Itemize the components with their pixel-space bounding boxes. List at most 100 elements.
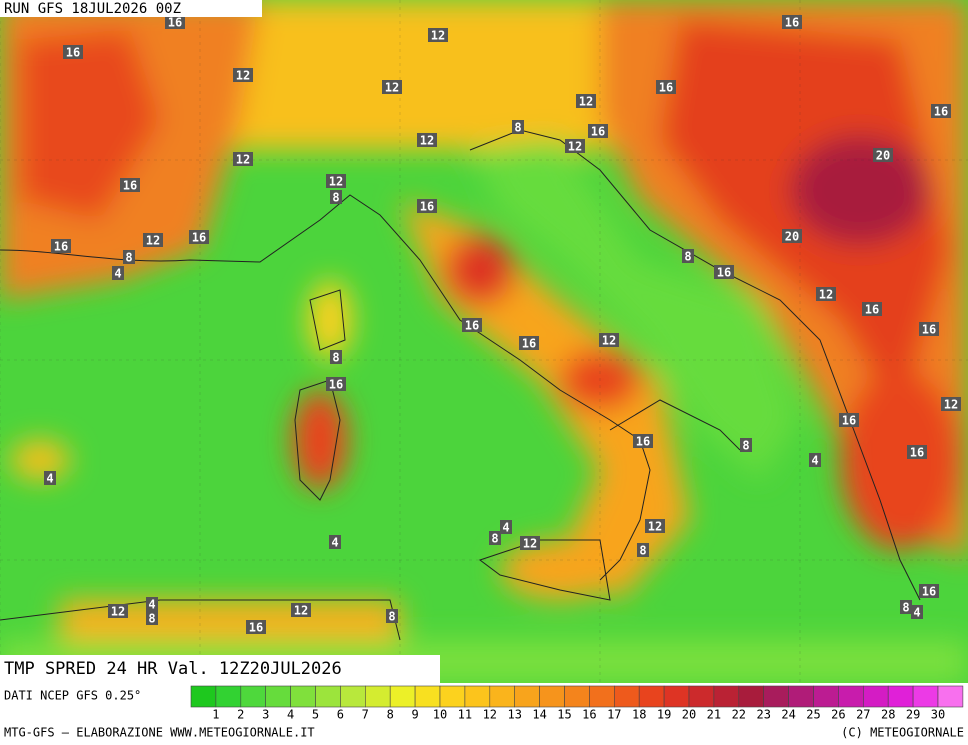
contour-label-box bbox=[919, 584, 939, 598]
contour-label: 16 bbox=[329, 378, 343, 392]
scale-swatch bbox=[862, 685, 889, 708]
scale-swatch bbox=[265, 685, 291, 708]
scale-swatch bbox=[240, 685, 267, 708]
scale-swatch bbox=[290, 685, 316, 708]
scale-swatch bbox=[663, 685, 690, 708]
contour-label: 12 bbox=[385, 81, 399, 95]
scale-label: 25 bbox=[806, 708, 820, 722]
contour-label: 8 bbox=[639, 544, 646, 558]
contour-label-box bbox=[500, 520, 512, 534]
scale-swatch bbox=[514, 685, 540, 708]
contour-label-box bbox=[637, 543, 649, 557]
scale-label: 26 bbox=[831, 708, 845, 722]
scale-swatch bbox=[190, 685, 217, 708]
contour-label: 16 bbox=[420, 200, 434, 214]
scale-label: 20 bbox=[682, 708, 696, 722]
scale-swatch bbox=[414, 685, 441, 708]
scale-label: 29 bbox=[906, 708, 920, 722]
scale-swatch bbox=[638, 685, 665, 708]
scale-swatch bbox=[315, 685, 341, 708]
contour-label: 8 bbox=[902, 601, 909, 615]
contour-label-box bbox=[462, 318, 482, 332]
contour-label: 16 bbox=[922, 323, 936, 337]
contour-label-box bbox=[326, 377, 346, 391]
scale-label: 19 bbox=[657, 708, 671, 722]
scale-swatch bbox=[738, 685, 764, 708]
contour-label: 8 bbox=[388, 610, 395, 624]
contour-label-box bbox=[146, 597, 158, 611]
contour-label-box bbox=[520, 536, 540, 550]
contour-label: 16 bbox=[168, 16, 182, 30]
scale-swatch bbox=[464, 685, 491, 708]
contour-label: 8 bbox=[125, 251, 132, 265]
scale-swatch bbox=[688, 685, 715, 708]
scale-swatch bbox=[539, 685, 565, 708]
scale-swatch bbox=[389, 685, 416, 708]
contour-label-box bbox=[714, 265, 734, 279]
contour-label: 8 bbox=[332, 351, 339, 365]
scale-swatch bbox=[364, 685, 391, 708]
contour-label: 12 bbox=[568, 140, 582, 154]
scale-swatch bbox=[564, 685, 590, 708]
contour-label: 4 bbox=[148, 598, 155, 612]
color-scale: 1 2 3 4 5 6 7 8 9 10 11 12 13 14 15 16 17 18 19 20 21 22 23 24 2… bbox=[190, 685, 964, 722]
contour-label: 16 bbox=[785, 16, 799, 30]
contour-label-box bbox=[326, 174, 346, 188]
scale-label: 14 bbox=[532, 708, 546, 722]
contour-label: 12 bbox=[420, 134, 434, 148]
contour-label: 12 bbox=[294, 604, 308, 618]
scale-swatch bbox=[489, 685, 515, 708]
contour-label-box bbox=[599, 333, 619, 347]
contour-label: 16 bbox=[123, 179, 137, 193]
scale-label: 18 bbox=[632, 708, 646, 722]
contour-label: 16 bbox=[865, 303, 879, 317]
contour-label-box bbox=[633, 434, 653, 448]
contour-label-box bbox=[740, 438, 752, 452]
contour-label-box bbox=[911, 605, 923, 619]
contour-label-box bbox=[189, 230, 209, 244]
contour-label-box bbox=[931, 104, 951, 118]
contour-label: 8 bbox=[491, 532, 498, 546]
contour-label: 12 bbox=[431, 29, 445, 43]
scale-label: 1 bbox=[212, 708, 219, 722]
contour-label: 8 bbox=[148, 612, 155, 626]
contour-label: 12 bbox=[236, 153, 250, 167]
contour-label-box bbox=[565, 139, 585, 153]
contour-label: 16 bbox=[192, 231, 206, 245]
contour-label-box bbox=[576, 94, 596, 108]
contour-label: 16 bbox=[636, 435, 650, 449]
contour-label: 12 bbox=[819, 288, 833, 302]
contour-label-box bbox=[143, 233, 163, 247]
contour-label: 16 bbox=[717, 266, 731, 280]
contour-label-box bbox=[417, 133, 437, 147]
contour-label: 8 bbox=[742, 439, 749, 453]
product-box bbox=[0, 655, 440, 683]
contour-label: 16 bbox=[922, 585, 936, 599]
contour-label: 4 bbox=[114, 267, 121, 281]
contour-label: 16 bbox=[591, 125, 605, 139]
contour-label: 8 bbox=[332, 191, 339, 205]
contour-label: 4 bbox=[913, 606, 920, 620]
contour-label-box bbox=[63, 45, 83, 59]
contour-label-box bbox=[51, 239, 71, 253]
contour-label-box bbox=[329, 535, 341, 549]
contour-label: 16 bbox=[54, 240, 68, 254]
product-title: TMP SPRED 24 HR Val. 12Z20JUL2026 bbox=[4, 659, 342, 679]
contour-label-box bbox=[816, 287, 836, 301]
contour-label-box bbox=[862, 302, 882, 316]
scale-label: 13 bbox=[507, 708, 521, 722]
scale-label: 15 bbox=[557, 708, 571, 722]
contour-label-box bbox=[645, 519, 665, 533]
scale-swatch bbox=[589, 685, 615, 708]
scale-label: 16 bbox=[582, 708, 596, 722]
contour-label: 16 bbox=[910, 446, 924, 460]
contour-label: 16 bbox=[659, 81, 673, 95]
scale-label: 3 bbox=[262, 708, 269, 722]
contour-label: 12 bbox=[329, 175, 343, 189]
contour-label-box bbox=[330, 190, 342, 204]
scale-label: 4 bbox=[287, 708, 294, 722]
scale-label: 5 bbox=[312, 708, 319, 722]
contour-label-box bbox=[123, 250, 135, 264]
contour-label: 4 bbox=[46, 472, 53, 486]
